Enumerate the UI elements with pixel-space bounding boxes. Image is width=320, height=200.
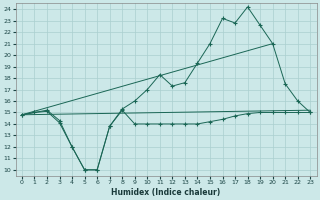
X-axis label: Humidex (Indice chaleur): Humidex (Indice chaleur)	[111, 188, 221, 197]
